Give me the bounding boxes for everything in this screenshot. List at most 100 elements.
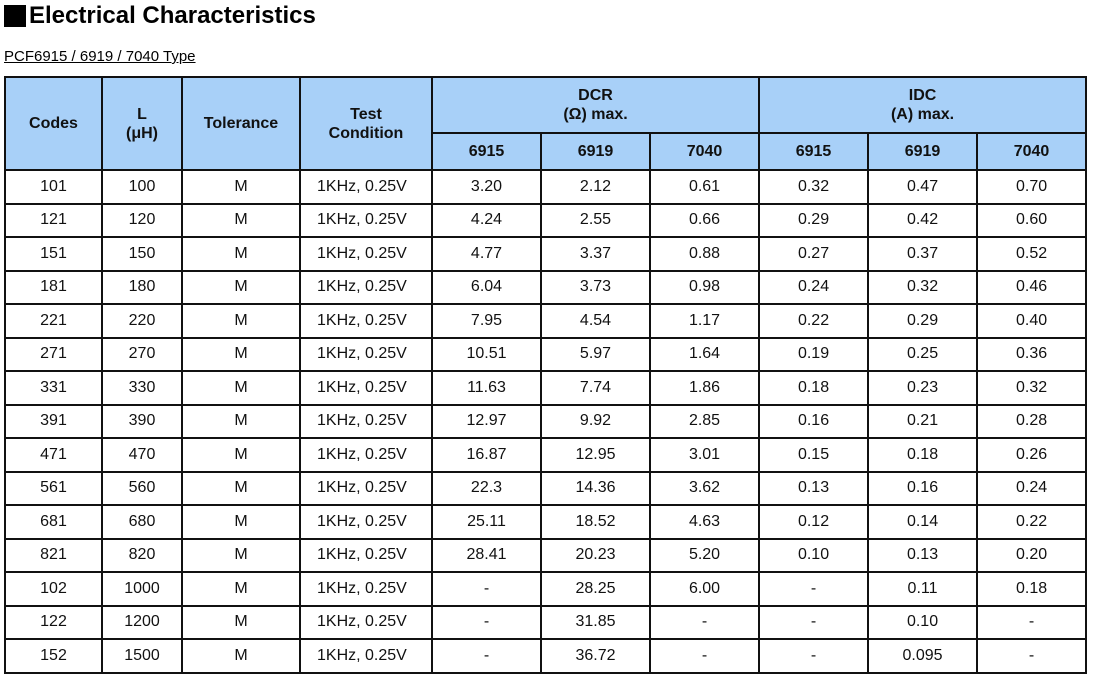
- table-cell: -: [431, 638, 542, 674]
- table-cell: 221: [4, 303, 103, 339]
- table-cell: 0.32: [758, 169, 870, 205]
- table-cell: 31.85: [540, 604, 651, 640]
- table-cell: M: [181, 370, 301, 406]
- subcolumn-header: 6919: [540, 132, 651, 171]
- header-line: Condition: [328, 124, 404, 142]
- table-cell: M: [181, 169, 301, 205]
- table-cell: 3.37: [540, 236, 651, 272]
- title-text: Electrical Characteristics: [29, 2, 316, 29]
- table-cell: M: [181, 236, 301, 272]
- table-cell: M: [181, 437, 301, 473]
- table-row: 102 1000 M 1KHz, 0.25V -28.25 6.00-0.11 0.18: [4, 571, 1088, 607]
- table-row: 101 100 M 1KHz, 0.25V 3.20 2.12 0.61 0.32 0.47 0.…: [4, 169, 1088, 205]
- table-cell: 36.72: [540, 638, 651, 674]
- table-row: 331 330 M 1KHz, 0.25V 11.63 7.74 1.86 0.18 0.23 0…: [4, 370, 1088, 406]
- table-cell: 390: [101, 403, 183, 439]
- table-cell: 122: [4, 604, 103, 640]
- table-cell: 0.29: [867, 303, 979, 339]
- table-cell: 0.29: [758, 202, 870, 238]
- table-cell: 11.63: [431, 370, 542, 406]
- table-cell: 0.14: [867, 504, 979, 540]
- table-cell: 0.12: [758, 504, 870, 540]
- table-cell: 1KHz, 0.25V: [299, 504, 433, 540]
- table-cell: 16.87: [431, 437, 542, 473]
- table-cell: M: [181, 269, 301, 305]
- table-cell: M: [181, 403, 301, 439]
- table-cell: 1.86: [648, 370, 761, 406]
- table-cell: 1KHz, 0.25V: [299, 202, 433, 238]
- table-cell: 6.04: [431, 269, 542, 305]
- column-header: Codes: [4, 76, 103, 171]
- table-cell: 1KHz, 0.25V: [299, 336, 433, 372]
- header-line: Codes: [29, 115, 78, 132]
- table-cell: 14.36: [540, 470, 651, 506]
- table-cell: 471: [4, 437, 103, 473]
- table-cell: 0.52: [976, 236, 1088, 272]
- table-cell: -: [758, 604, 870, 640]
- table-cell: 0.13: [758, 470, 870, 506]
- subcolumn-header: 6915: [431, 132, 542, 171]
- subcolumn-header: 7040: [976, 132, 1088, 171]
- table-cell: 0.66: [648, 202, 761, 238]
- table-cell: 4.54: [540, 303, 651, 339]
- table-cell: 0.32: [867, 269, 979, 305]
- table-cell: -: [431, 571, 542, 607]
- table-row: 181 180 M 1KHz, 0.25V 6.04 3.73 0.98 0.24 0.32 0.…: [4, 269, 1088, 305]
- table-cell: 151: [4, 236, 103, 272]
- table-cell: 1.17: [648, 303, 761, 339]
- table-cell: M: [181, 202, 301, 238]
- table-cell: 331: [4, 370, 103, 406]
- table-row: 391 390 M 1KHz, 0.25V 12.97 9.92 2.85 0.16 0.21 0…: [4, 403, 1088, 439]
- subcolumn-header: 6919: [867, 132, 979, 171]
- table-cell: 20.23: [540, 537, 651, 573]
- table-cell: 0.19: [758, 336, 870, 372]
- table-cell: 1KHz, 0.25V: [299, 604, 433, 640]
- table-cell: 0.16: [867, 470, 979, 506]
- table-cell: M: [181, 336, 301, 372]
- table-cell: 180: [101, 269, 183, 305]
- table-cell: 0.13: [867, 537, 979, 573]
- table-cell: 1000: [101, 571, 183, 607]
- table-cell: 0.61: [648, 169, 761, 205]
- table-cell: 0.27: [758, 236, 870, 272]
- table-cell: 152: [4, 638, 103, 674]
- table-cell: 1KHz, 0.25V: [299, 437, 433, 473]
- table-cell: 100: [101, 169, 183, 205]
- table-cell: 101: [4, 169, 103, 205]
- table-cell: 561: [4, 470, 103, 506]
- table-cell: 18.52: [540, 504, 651, 540]
- table-cell: 0.18: [867, 437, 979, 473]
- table-cell: 0.36: [976, 336, 1088, 372]
- header-line: IDC: [908, 87, 937, 104]
- table-cell: 121: [4, 202, 103, 238]
- table-row: 681 680 M 1KHz, 0.25V 25.11 18.52 4.63 0.12 0.14…: [4, 504, 1088, 540]
- table-head: Codes L (μH) Tolerance Test Condition DCR (Ω) m…: [4, 76, 1088, 171]
- table-cell: 330: [101, 370, 183, 406]
- table-cell: 0.21: [867, 403, 979, 439]
- table-cell: 0.16: [758, 403, 870, 439]
- table-cell: 5.20: [648, 537, 761, 573]
- table-cell: 0.11: [867, 571, 979, 607]
- table-cell: 181: [4, 269, 103, 305]
- table-cell: M: [181, 504, 301, 540]
- table-body: 101 100 M 1KHz, 0.25V 3.20 2.12 0.61 0.32 0.47 0.…: [4, 169, 1088, 674]
- table-cell: 1KHz, 0.25V: [299, 403, 433, 439]
- table-cell: M: [181, 303, 301, 339]
- table-cell: 1KHz, 0.25V: [299, 269, 433, 305]
- table-cell: M: [181, 537, 301, 573]
- table-row: 561 560 M 1KHz, 0.25V 22.3 14.36 3.62 0.13 0.16 0…: [4, 470, 1088, 506]
- table-cell: 7.95: [431, 303, 542, 339]
- table-cell: 470: [101, 437, 183, 473]
- table-cell: 0.10: [758, 537, 870, 573]
- table-cell: 0.26: [976, 437, 1088, 473]
- subtitle: PCF6915 / 6919 / 7040 Type: [4, 48, 196, 65]
- table-cell: 821: [4, 537, 103, 573]
- table-row: 271 270 M 1KHz, 0.25V 10.51 5.97 1.64 0.19 0.25 0…: [4, 336, 1088, 372]
- table-cell: 12.95: [540, 437, 651, 473]
- table-cell: -: [976, 638, 1088, 674]
- table-cell: 681: [4, 504, 103, 540]
- table-cell: 0.24: [976, 470, 1088, 506]
- table-cell: -: [758, 638, 870, 674]
- table-cell: 680: [101, 504, 183, 540]
- table-cell: 1KHz, 0.25V: [299, 236, 433, 272]
